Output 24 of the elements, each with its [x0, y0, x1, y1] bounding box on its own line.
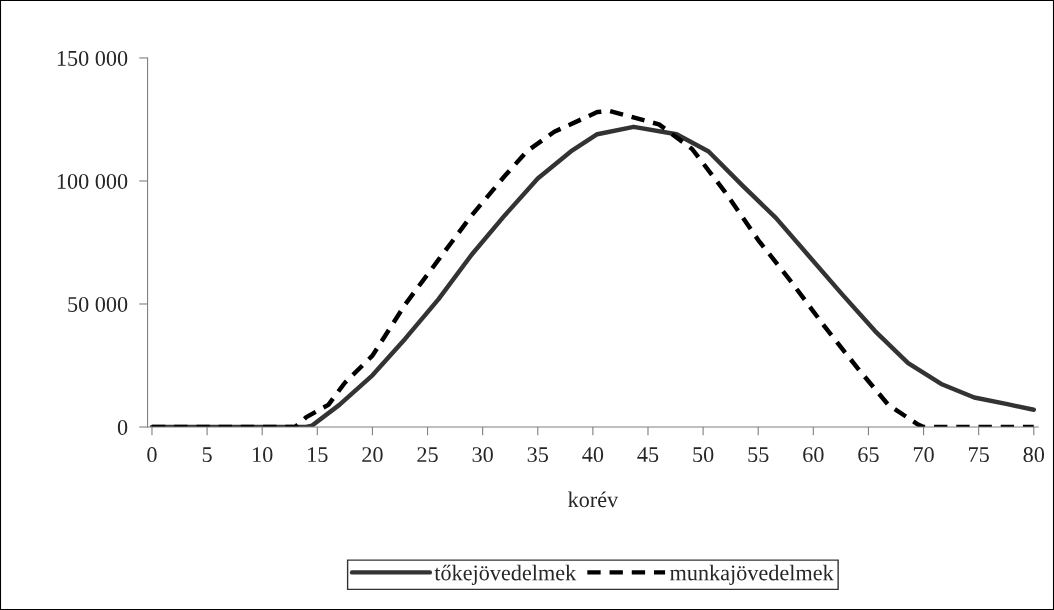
legend-label: munkajövedelmek: [670, 564, 834, 585]
x-tick-label: 35: [527, 447, 548, 463]
legend-label: tőkejövedelmek: [434, 564, 577, 585]
x-tick-label: 10: [253, 447, 273, 463]
y-tick-label: 50 000: [68, 296, 128, 312]
x-tick-label: 20: [362, 447, 383, 463]
x-tick-label: 15: [308, 447, 328, 463]
x-tick-label: 25: [417, 447, 438, 463]
x-tick-label: 0: [147, 447, 157, 463]
x-tick-label: 30: [472, 447, 493, 463]
x-tick-label: 55: [748, 447, 769, 463]
x-axis-title: korév: [568, 491, 619, 508]
x-tick-label: 5: [202, 447, 212, 463]
x-tick-label: 60: [803, 447, 824, 463]
x-tick-label: 40: [582, 447, 604, 463]
x-tick-label: 45: [637, 447, 659, 463]
x-tick-label: 70: [913, 447, 934, 463]
x-tick-label: 65: [858, 447, 879, 463]
y-tick-label: 150 000: [57, 50, 128, 66]
x-tick-label: 75: [969, 447, 989, 463]
y-tick-label: 0: [117, 419, 128, 435]
x-tick-label: 80: [1023, 447, 1045, 463]
x-tick-label: 50: [693, 447, 714, 463]
y-tick-label: 100 000: [57, 173, 128, 189]
